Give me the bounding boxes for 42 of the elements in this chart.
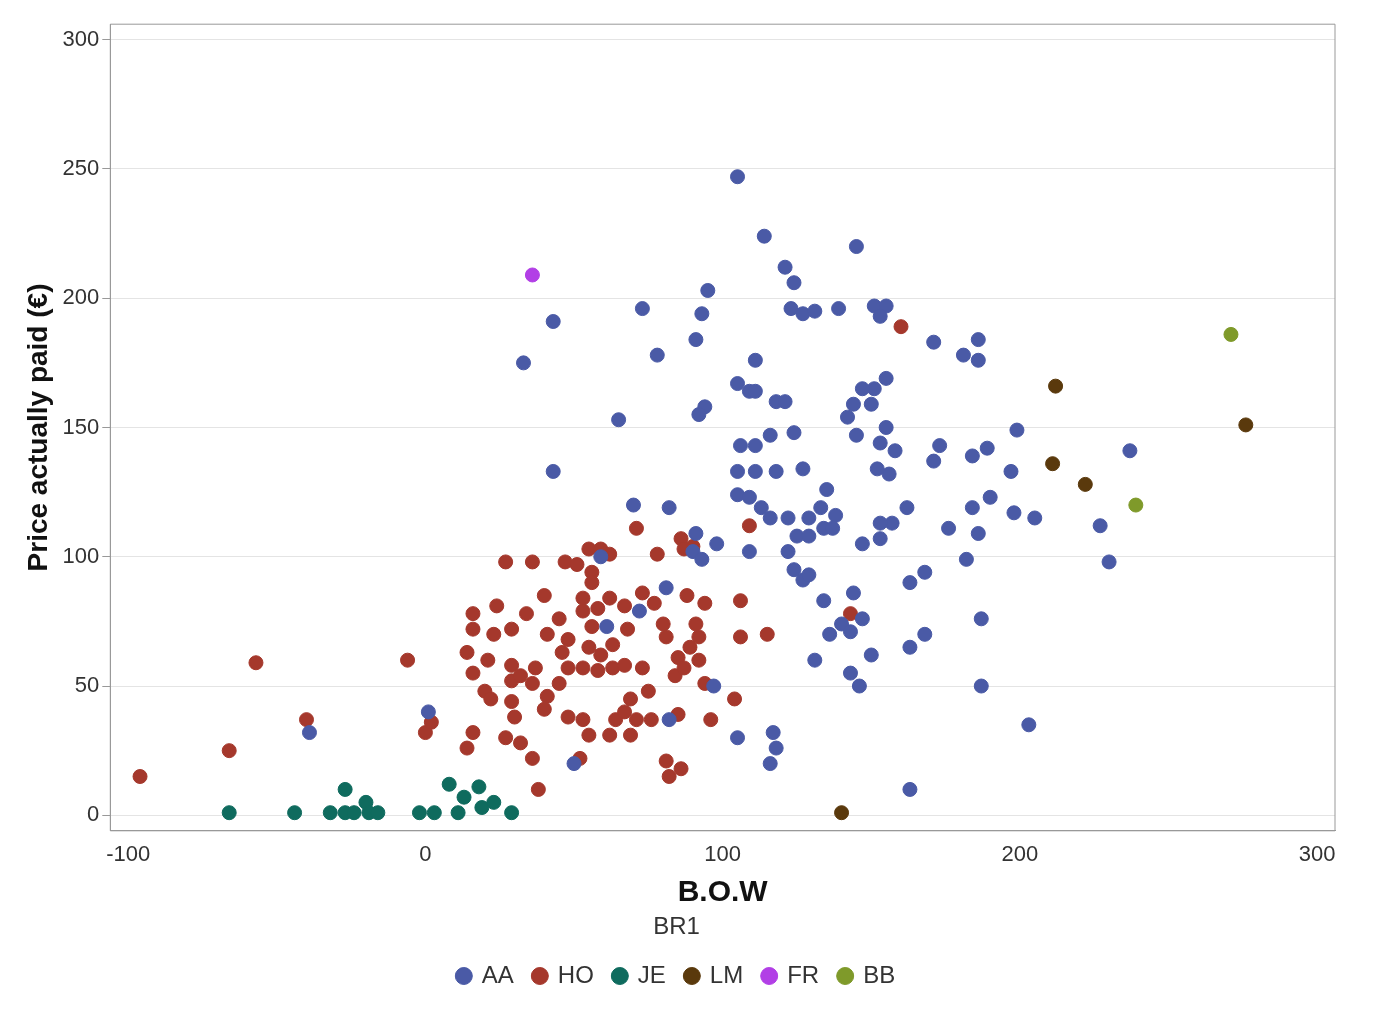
y-axis-title: Price actually paid (€) (21, 283, 53, 572)
point (426, 805, 442, 821)
point (411, 805, 427, 821)
point (1077, 476, 1093, 492)
point (337, 781, 353, 797)
point (322, 805, 338, 821)
point (441, 776, 457, 792)
point (221, 805, 237, 821)
legend-label: AA (481, 960, 514, 988)
legend-label: JE (637, 960, 666, 988)
y-tick-label: 300 (62, 25, 100, 51)
y-tick-label: 50 (74, 672, 100, 698)
x-axis-title: B.O.W (677, 874, 769, 908)
legend-title: BR1 (653, 911, 700, 939)
point (474, 800, 490, 816)
point (486, 794, 502, 810)
x-tick-label: 100 (704, 841, 742, 867)
x-tick-label: 200 (1001, 841, 1039, 867)
point (834, 805, 850, 821)
legend-label: FR (787, 960, 820, 988)
legend-label: HO (557, 960, 594, 988)
y-tick-label: 100 (62, 542, 100, 568)
point (1045, 456, 1061, 472)
legend-label: BB (863, 960, 896, 988)
point (1238, 417, 1254, 433)
point (524, 267, 540, 283)
y-tick-label: 150 (62, 413, 100, 439)
point (471, 779, 487, 795)
legend-label: LM (709, 960, 744, 988)
point (1048, 378, 1064, 394)
y-tick-label: 0 (87, 801, 100, 827)
point (287, 805, 303, 821)
point (450, 805, 466, 821)
point (1128, 497, 1144, 513)
x-tick-label: -100 (106, 841, 151, 867)
point (1223, 326, 1239, 342)
y-tick-label: 200 (62, 284, 100, 310)
x-tick-label: 300 (1298, 841, 1336, 867)
y-tick-label: 250 (62, 155, 100, 181)
point (504, 805, 520, 821)
point (456, 789, 472, 805)
x-tick-label: 0 (419, 841, 432, 867)
